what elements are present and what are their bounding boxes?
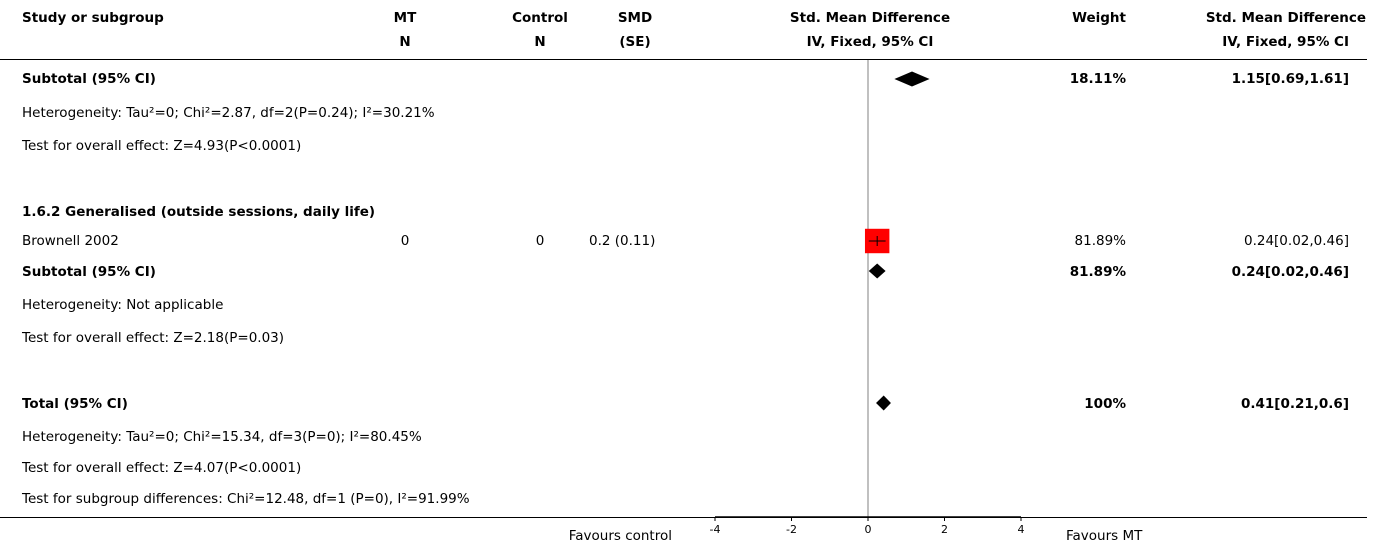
header-effect-sub: IV, Fixed, 95% CI — [1222, 34, 1349, 50]
subtotal-1-label: Subtotal (95% CI) — [22, 71, 156, 87]
subtotal-1-ci: 1.15[0.69,1.61] — [1231, 71, 1349, 87]
study-brownell-weight: 81.89% — [1074, 233, 1126, 249]
favours-mt: Favours MT — [1066, 528, 1143, 544]
total-ci: 0.41[0.21,0.6] — [1241, 396, 1349, 412]
total-weight: 100% — [1084, 396, 1126, 412]
study-brownell-mt-n: 0 — [400, 233, 410, 249]
header-mt-n: N — [399, 34, 411, 50]
study-brownell-label: Brownell 2002 — [22, 233, 119, 249]
x-tick-label-1: -2 — [786, 523, 797, 536]
study-brownell-control-n: 0 — [535, 233, 545, 249]
x-tick-label-2: 0 — [865, 523, 872, 536]
subgroup-differences: Test for subgroup differences: Chi²=12.4… — [22, 491, 470, 507]
study-brownell-ci: 0.24[0.02,0.46] — [1243, 233, 1349, 249]
header-smd: SMD — [617, 10, 653, 26]
favours-control: Favours control — [568, 528, 672, 544]
heterogeneity-2: Heterogeneity: Not applicable — [22, 297, 224, 313]
header-control-n: N — [534, 34, 546, 50]
footer-rule — [0, 517, 1367, 518]
header-weight: Weight — [1072, 10, 1126, 26]
x-tick-label-0: -4 — [710, 523, 721, 536]
pooled-diamond-0 — [894, 71, 930, 87]
overall-effect-total: Test for overall effect: Z=4.07(P<0.0001… — [22, 460, 302, 476]
group-2-heading: 1.6.2 Generalised (outside sessions, dai… — [22, 204, 376, 220]
x-tick-label-4: 4 — [1018, 523, 1025, 536]
header-mt: MT — [393, 10, 417, 26]
subtotal-2-ci: 0.24[0.02,0.46] — [1231, 264, 1349, 280]
subtotal-1-weight: 18.11% — [1069, 71, 1126, 87]
overall-effect-2: Test for overall effect: Z=2.18(P=0.03) — [22, 330, 285, 346]
header-forest-sub: IV, Fixed, 95% CI — [806, 34, 934, 50]
subtotal-2-weight: 81.89% — [1069, 264, 1126, 280]
header-smd-se: (SE) — [619, 34, 651, 50]
pooled-diamond-2 — [876, 395, 891, 411]
x-tick-label-3: 2 — [941, 523, 948, 536]
subtotal-2-label: Subtotal (95% CI) — [22, 264, 156, 280]
heterogeneity-total: Heterogeneity: Tau²=0; Chi²=15.34, df=3(… — [22, 429, 422, 445]
header-effect: Std. Mean Difference — [1205, 10, 1366, 26]
header-forest: Std. Mean Difference — [789, 10, 951, 26]
total-label: Total (95% CI) — [22, 396, 128, 412]
overall-effect-1: Test for overall effect: Z=4.93(P<0.0001… — [22, 138, 302, 154]
study-brownell-smd: 0.2 (0.11) — [589, 233, 656, 249]
pooled-diamond-1 — [868, 263, 886, 279]
header-control: Control — [512, 10, 568, 26]
header-rule — [0, 59, 1367, 60]
heterogeneity-1: Heterogeneity: Tau²=0; Chi²=2.87, df=2(P… — [22, 105, 435, 121]
header-study: Study or subgroup — [22, 10, 164, 26]
